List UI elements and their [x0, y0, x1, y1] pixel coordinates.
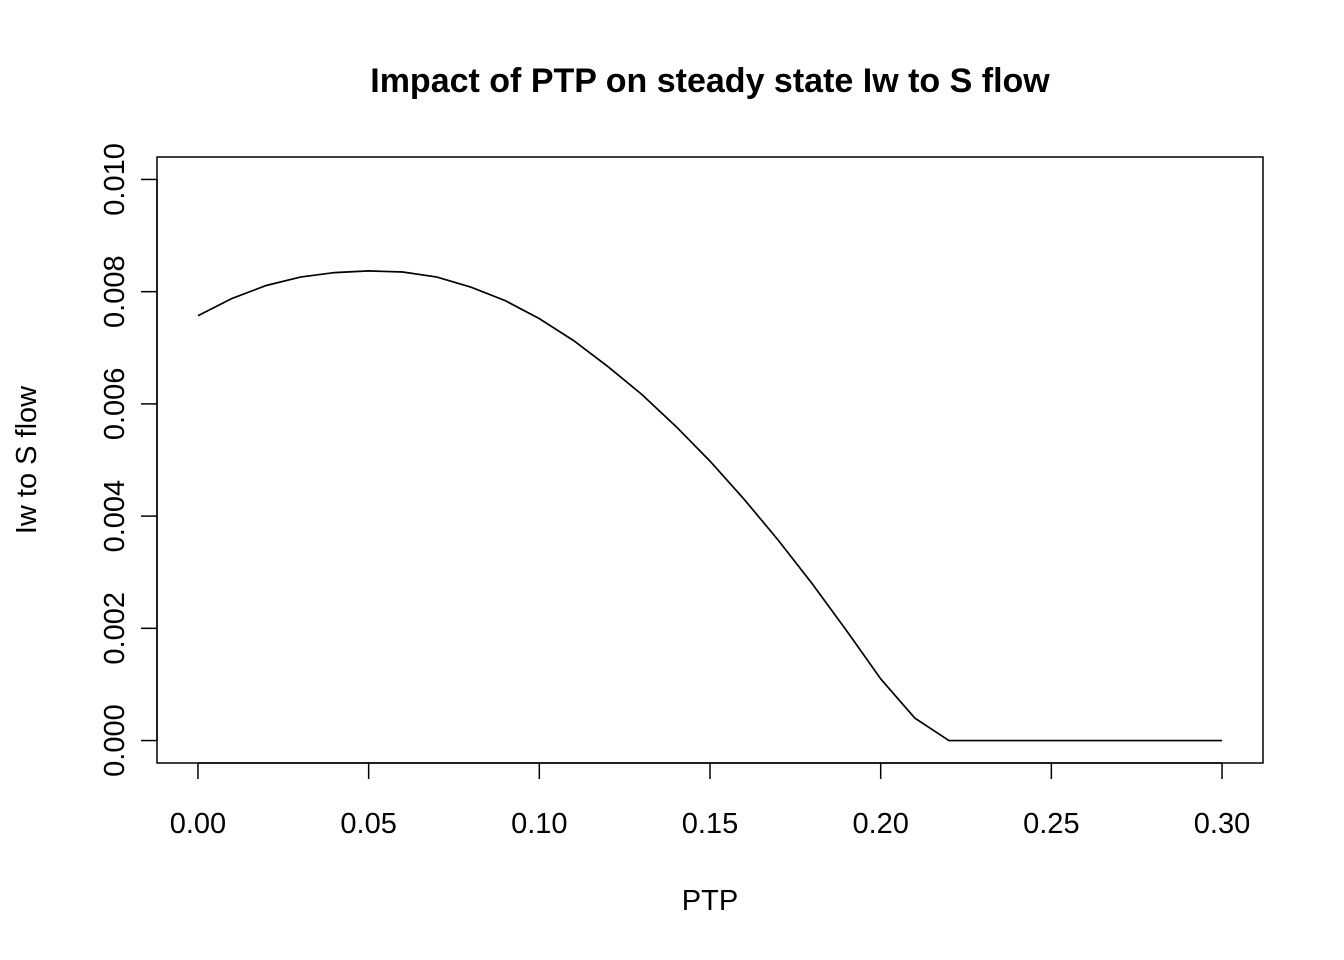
y-tick-label: 0.002: [99, 592, 131, 665]
y-tick-label: 0.004: [99, 480, 131, 553]
chart-title: Impact of PTP on steady state Iw to S fl…: [370, 62, 1050, 100]
x-axis-label: PTP: [682, 885, 738, 917]
y-tick-label: 0.006: [99, 368, 131, 441]
y-tick-label: 0.000: [99, 704, 131, 777]
x-tick-label: 0.20: [852, 808, 908, 840]
x-tick-label: 0.10: [511, 808, 567, 840]
x-tick-label: 0.25: [1023, 808, 1079, 840]
series-line: [197, 270, 1223, 742]
x-tick-label: 0.00: [170, 808, 226, 840]
x-tick-label: 0.15: [682, 808, 738, 840]
x-tick-label: 0.30: [1194, 808, 1250, 840]
y-axis: 0.000 0.002 0.004 0.006 0.008 0.010: [99, 143, 158, 777]
y-tick-label: 0.010: [99, 143, 131, 216]
y-axis-label: Iw to S flow: [11, 385, 43, 534]
x-tick-label: 0.05: [340, 808, 396, 840]
x-axis: 0.00 0.05 0.10 0.15 0.20 0.25 0.30: [170, 762, 1250, 840]
y-tick-label: 0.008: [99, 255, 131, 328]
